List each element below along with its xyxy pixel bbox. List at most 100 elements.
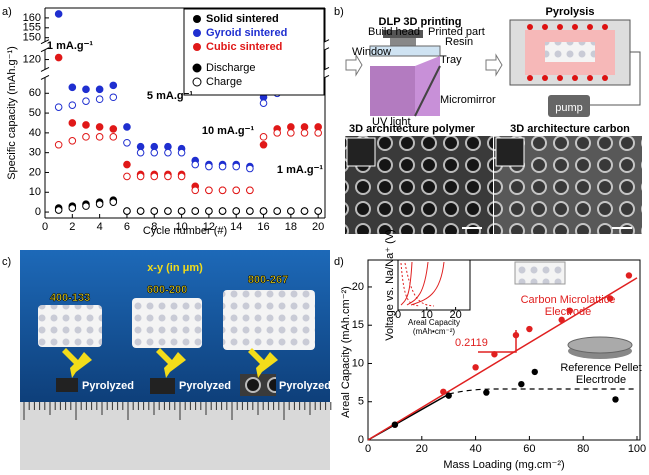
- discharge-point: [109, 81, 118, 90]
- inset-x-tick-label: 0: [395, 309, 401, 321]
- y-tick-label: 5: [358, 396, 364, 408]
- discharge-point: [68, 83, 77, 92]
- data-point: [391, 421, 399, 428]
- y-tick-label: 20: [29, 166, 41, 178]
- data-point: [512, 331, 520, 339]
- y-tick-label: 60: [29, 87, 41, 99]
- discharge-point: [54, 53, 63, 62]
- legend-label: Cubic sintered: [206, 41, 282, 53]
- axis-break: [40, 47, 50, 53]
- pyrolyzed-sample: [240, 374, 276, 396]
- charge-point: [218, 162, 227, 171]
- y-tick-label: 0: [358, 434, 364, 446]
- charge-point: [191, 186, 200, 195]
- charge-point: [218, 186, 227, 195]
- charge-point: [136, 207, 145, 215]
- data-point: [445, 392, 452, 399]
- y-axis-label: Specific capacity (mAh.g⁻¹): [6, 46, 18, 180]
- sample-block: [38, 305, 102, 347]
- arrows: [62, 348, 278, 378]
- x-axis-label: Mass Loading (mg.cm⁻²): [443, 459, 564, 471]
- discharge-point: [95, 123, 104, 131]
- axis-break: [40, 75, 50, 80]
- data-point: [566, 307, 573, 314]
- schematic-label: Build head: [368, 26, 420, 38]
- charge-point: [205, 162, 213, 171]
- x-tick-label: 2: [69, 221, 75, 233]
- charge-point: [54, 206, 63, 214]
- charge-point: [177, 207, 186, 215]
- inset-x-tick-label: 10: [421, 309, 433, 321]
- plot-frame: [367, 259, 641, 441]
- legend-box: [183, 8, 325, 96]
- discharge-point: [82, 121, 90, 129]
- charge-point: [54, 103, 63, 111]
- inset-x-tick-label: 20: [449, 309, 461, 321]
- panel-label: a): [2, 6, 12, 18]
- fit-line: [367, 277, 638, 441]
- reference-trend: [448, 388, 637, 395]
- sem-inset: [495, 137, 525, 167]
- x-tick-label: 80: [577, 443, 589, 455]
- discharge-point: [109, 125, 118, 133]
- legend-marker: [193, 29, 201, 37]
- image-title: 3D architecture polymer: [349, 123, 476, 135]
- discharge-point: [123, 123, 131, 131]
- charge-point: [300, 207, 309, 215]
- photo-title: x-y (in μm): [147, 262, 203, 274]
- sample-block: [223, 290, 315, 350]
- y-axis-label: Areal Capacity (mAh.cm⁻²): [340, 286, 352, 418]
- x-tick-label: 20: [312, 221, 324, 233]
- tag: Pyrolyzed: [279, 380, 331, 392]
- y-tick-label: 10: [352, 357, 364, 369]
- y-tick-label: 20: [352, 281, 364, 293]
- schematic-label: Resin: [445, 36, 473, 48]
- ruler: [20, 402, 330, 470]
- y-tick-label: 15: [352, 319, 364, 331]
- discharge-point: [259, 140, 268, 149]
- charge-point: [259, 207, 268, 215]
- charge-point: [164, 172, 172, 181]
- data-point: [558, 316, 565, 324]
- charge-point: [246, 207, 254, 215]
- x-tick-label: 0: [42, 221, 48, 233]
- charge-point: [205, 207, 213, 215]
- x-tick-label: 4: [97, 221, 103, 233]
- rate-annotation: 1 mA.g⁻¹: [277, 164, 323, 176]
- charge-point: [136, 148, 145, 157]
- tag: Pyrolyzed: [82, 380, 134, 392]
- rate-annotation: 1 mA.g⁻¹: [47, 40, 93, 52]
- charge-point: [123, 138, 131, 147]
- charge-point: [82, 97, 90, 106]
- charge-point: [123, 172, 131, 181]
- x-tick-label: 0: [365, 443, 371, 455]
- x-tick-label: 100: [628, 443, 646, 455]
- schematic-label: Micromirror: [440, 94, 496, 106]
- step-title: DLP 3D printing: [379, 16, 462, 28]
- charge-point: [232, 162, 241, 171]
- data-point: [491, 351, 498, 358]
- ruler-ticks: [23, 402, 332, 420]
- charge-point: [300, 129, 309, 137]
- discharge-point: [82, 85, 90, 94]
- charge-point: [109, 133, 118, 141]
- charge-point: [109, 198, 118, 206]
- legend-label: Solid sintered: [206, 13, 279, 25]
- size-label: 600-200: [147, 284, 187, 296]
- data-point: [472, 364, 479, 371]
- x-tick-label: 6: [124, 221, 130, 233]
- rate-annotation: 10 mA.g⁻¹: [202, 125, 255, 137]
- charge-point: [109, 93, 118, 102]
- x-tick-label: 60: [523, 443, 535, 455]
- y-tick-label: 0: [35, 206, 41, 218]
- sem-inset: [346, 137, 376, 167]
- charge-point: [95, 200, 104, 208]
- data-point: [606, 295, 614, 302]
- charge-point: [123, 207, 131, 215]
- charge-point: [191, 207, 200, 215]
- legend-label: Charge: [206, 76, 242, 88]
- legend-marker: [192, 63, 202, 73]
- data-point: [483, 389, 490, 396]
